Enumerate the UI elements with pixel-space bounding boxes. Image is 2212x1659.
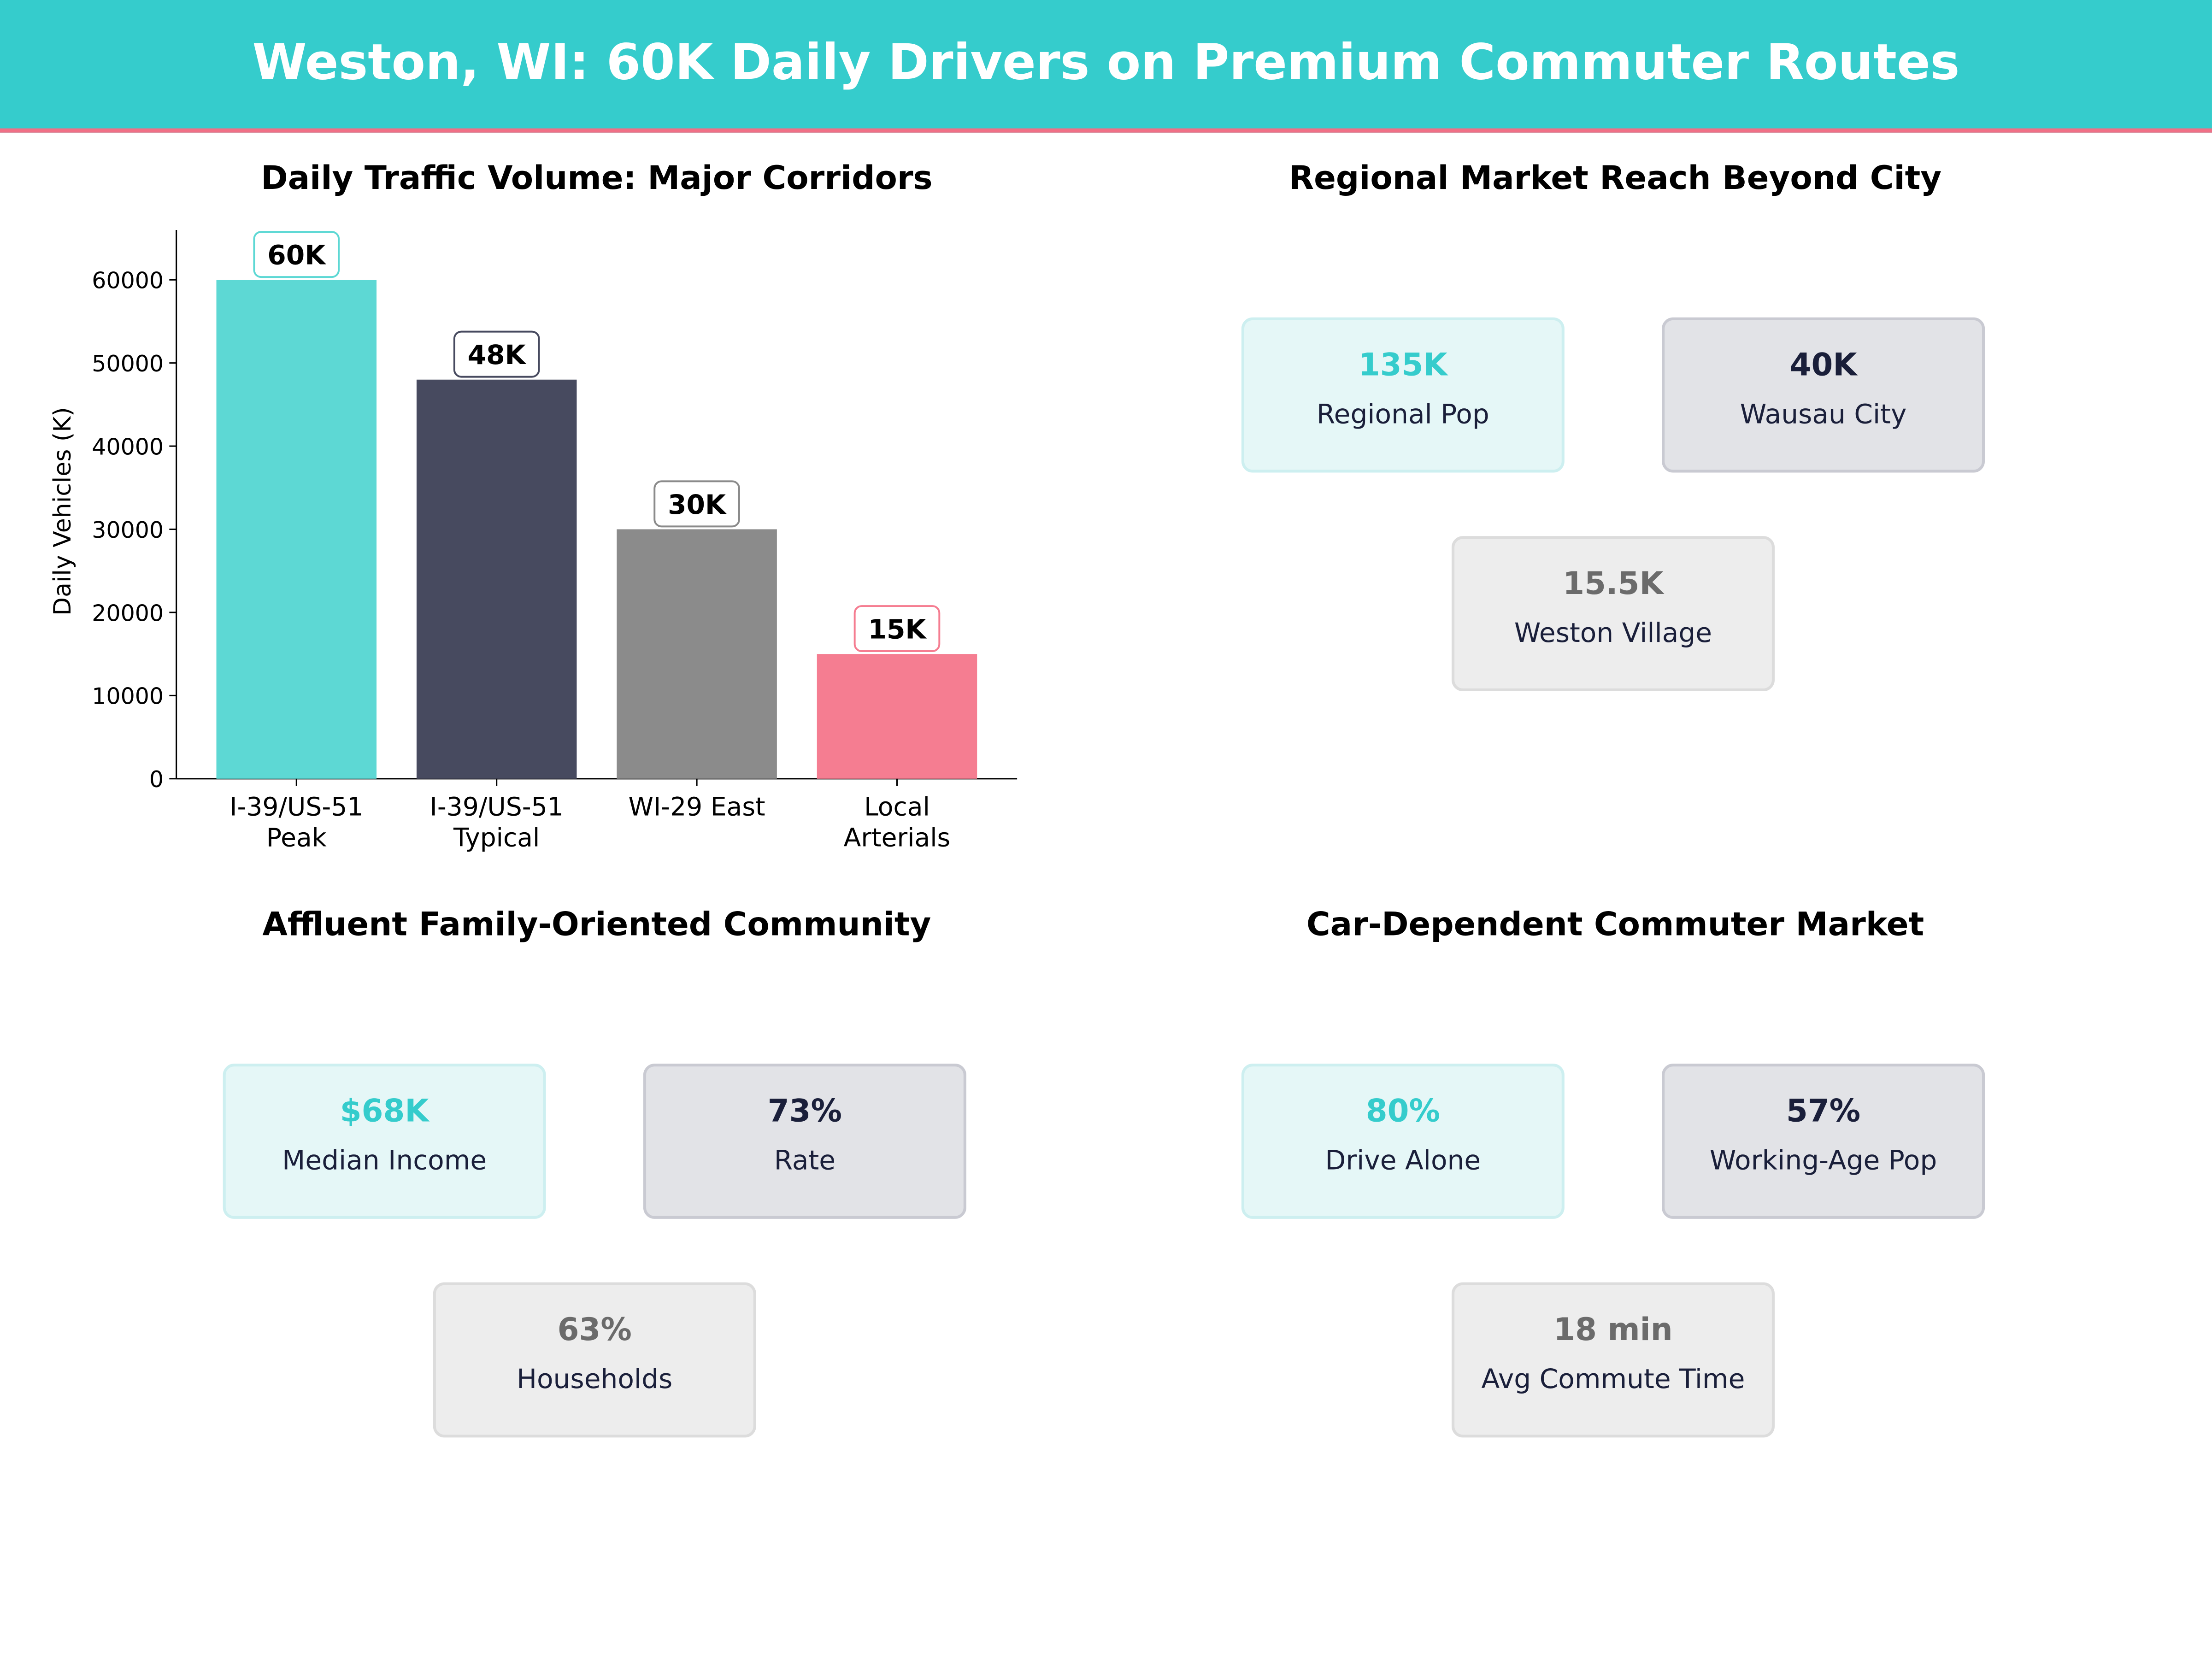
stat-card-weston-village: 15.5K Weston Village [1451,536,1775,691]
stat-value: 80% [1365,1094,1440,1130]
x-tick-label: I-39/US-51 [430,792,564,821]
stat-card-regional-pop: 135K Regional Pop [1241,317,1565,473]
data-label-1: 48K [468,339,527,371]
stat-label: Wausau City [1740,399,1907,430]
data-label-2: 30K [668,489,727,520]
stat-value: 73% [767,1094,842,1130]
stat-value: 15.5K [1563,567,1664,603]
regional-panel-title: Regional Market Reach Beyond City [1288,160,1942,198]
stat-label: Avg Commute Time [1481,1364,1745,1395]
stat-label: Median Income [282,1145,487,1177]
stat-label: Rate [774,1145,836,1177]
data-label-box-2 [653,480,740,528]
affluent-panel-title: Affluent Family-Oriented Community [262,907,931,944]
stat-card-rate: 73% Rate [643,1064,966,1219]
chart-title: Daily Traffic Volume: Major Corridors [261,160,933,198]
x-tick-label: WI-29 East [629,792,765,821]
y-tick-label: 40000 [92,434,164,460]
stat-label: Drive Alone [1325,1145,1481,1177]
stat-label: Working-Age Pop [1709,1145,1937,1177]
bar-2 [617,529,777,779]
data-label-box-0 [253,231,340,278]
traffic-bar-chart: 0 10000 20000 30000 40000 50000 60000 Daily Veh… [49,229,1018,853]
y-tick-label: 20000 [92,600,164,626]
stat-card-wausau-city: 40K Wausau City [1662,317,1985,473]
y-tick-label: 10000 [92,683,164,710]
stat-card-median-income: $68K Median Income [223,1064,546,1219]
stat-card-avg-commute: 18 min Avg Commute Time [1451,1282,1775,1438]
header-banner: Weston, WI: 60K Daily Drivers on Premium… [0,0,2212,133]
bar-1 [416,379,577,779]
y-tick-label: 0 [149,766,164,793]
page-title: Weston, WI: 60K Daily Drivers on Premium… [252,35,1960,92]
stat-label: Regional Pop [1316,399,1489,430]
x-tick-label: I-39/US-51 [229,792,363,821]
stat-card-households: 63% Households [433,1282,756,1438]
y-tick-label: 60000 [92,268,164,294]
x-tick-label: Local [864,792,930,821]
commuter-panel-title: Car-Dependent Commuter Market [1306,907,1924,944]
data-label-box-1 [453,330,540,378]
stat-value: 57% [1786,1094,1861,1130]
data-label-box-3 [853,605,941,653]
stat-label: Households [517,1364,673,1395]
y-tick-label: 30000 [92,517,164,543]
stat-card-drive-alone: 80% Drive Alone [1241,1064,1565,1219]
data-label-0: 60K [267,240,326,271]
x-tick-label: Arterials [844,823,951,853]
y-tick-label: 50000 [92,351,164,377]
stat-value: 135K [1358,348,1447,384]
stat-label: Weston Village [1514,618,1712,649]
bar-0 [216,280,377,779]
stat-value: 40K [1789,348,1857,384]
stat-value: 18 min [1553,1313,1673,1349]
y-axis-label: Daily Vehicles (K) [49,407,76,616]
bar-3 [817,654,977,779]
stat-value: $68K [340,1094,429,1130]
stat-card-working-age-pop: 57% Working-Age Pop [1662,1064,1985,1219]
x-tick-label: Typical [453,823,540,853]
x-tick-label: Peak [266,823,327,853]
stat-value: 63% [557,1313,632,1349]
data-label-3: 15K [868,613,927,645]
